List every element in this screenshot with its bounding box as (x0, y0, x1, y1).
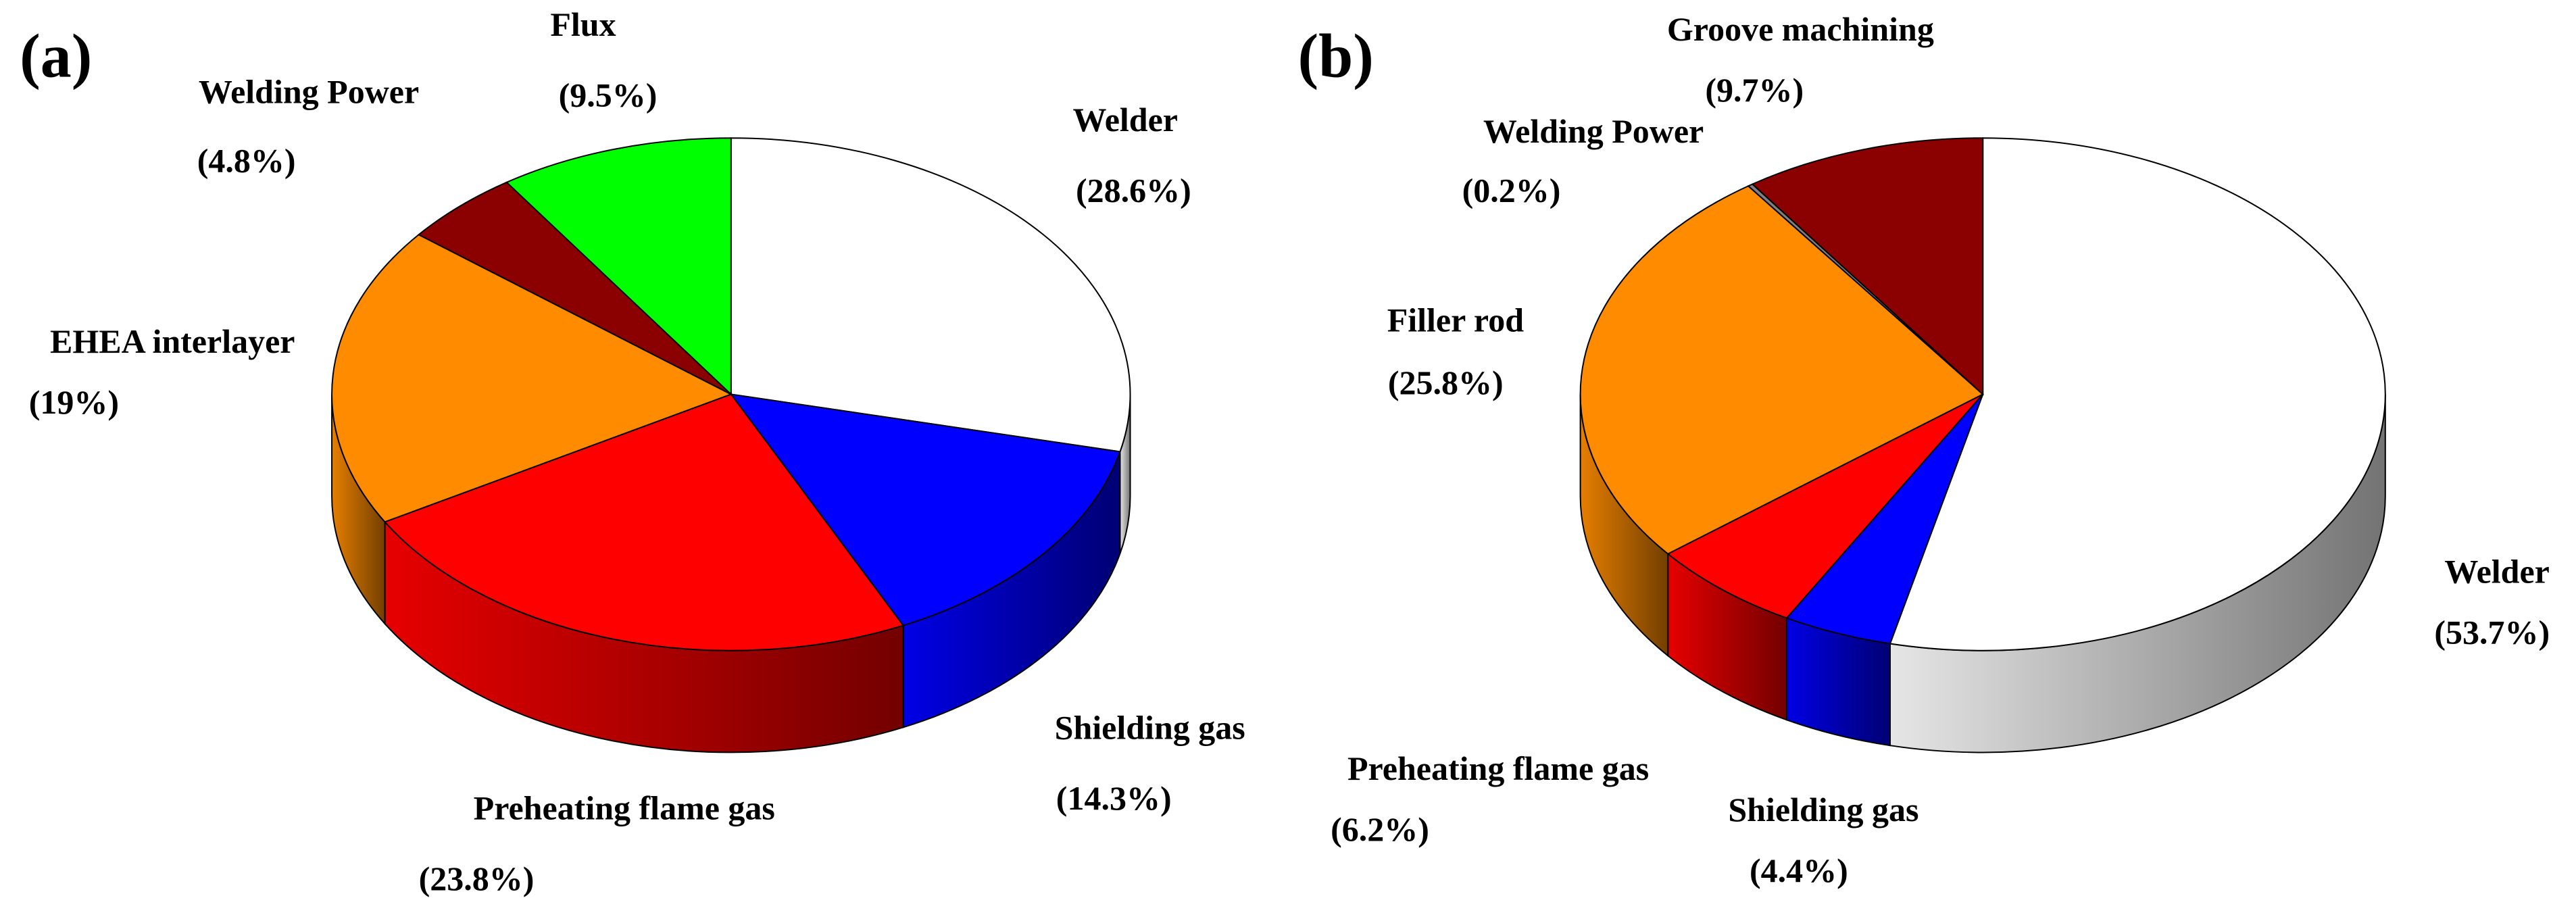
pie-sides (1579, 394, 2386, 753)
slice-label: Flux (550, 5, 616, 43)
value-label: (0.2%) (1462, 171, 1561, 209)
pie-slice (331, 234, 733, 523)
pie-slice (383, 393, 905, 651)
pie-slice (1666, 393, 1983, 619)
panel-label: (a) (20, 21, 92, 90)
slice-label: Preheating flame gas (1347, 749, 1649, 787)
value-label: (9.7%) (1705, 71, 1804, 109)
pie-slice (1785, 393, 1984, 645)
value-label: (19%) (29, 383, 119, 421)
value-label: (25.8%) (1388, 364, 1504, 401)
pie-slice (505, 137, 732, 396)
slice-label: Welding Power (1483, 112, 1704, 150)
value-label: (4.8%) (197, 142, 296, 180)
slice-label: Preheating flame gas (474, 789, 775, 826)
slice-label: Shielding gas (1055, 708, 1245, 746)
pie-slice (730, 137, 1131, 453)
slice-label: Welder (2444, 552, 2550, 590)
slice-label: EHEA interlayer (50, 322, 295, 360)
pie-slice (729, 393, 1121, 626)
pie-tops (1579, 137, 2386, 651)
value-label: (4.4%) (1750, 851, 1848, 889)
value-label: (23.8%) (419, 860, 535, 897)
pie (1579, 137, 2386, 753)
pie (331, 137, 1131, 753)
pie-slice (1889, 137, 2386, 651)
value-label: (14.3%) (1056, 779, 1172, 817)
pie-sides (331, 394, 1131, 753)
panel-label: (b) (1297, 21, 1373, 90)
value-label: (28.6%) (1076, 171, 1191, 209)
value-label: (6.2%) (1331, 810, 1429, 848)
pie-slice (1579, 185, 1984, 555)
pie-slice (417, 181, 732, 395)
value-label: (53.7%) (2434, 613, 2550, 651)
slice-label: Groove machining (1667, 10, 1934, 48)
slice-label: Welder (1072, 101, 1178, 139)
pie-tops (331, 137, 1131, 651)
slice-label: Filler rod (1387, 301, 1524, 339)
slice-label: Shielding gas (1728, 791, 1918, 828)
pie-slice (1751, 137, 1984, 396)
slice-label: Welding Power (199, 72, 419, 110)
value-label: (9.5%) (559, 76, 658, 114)
